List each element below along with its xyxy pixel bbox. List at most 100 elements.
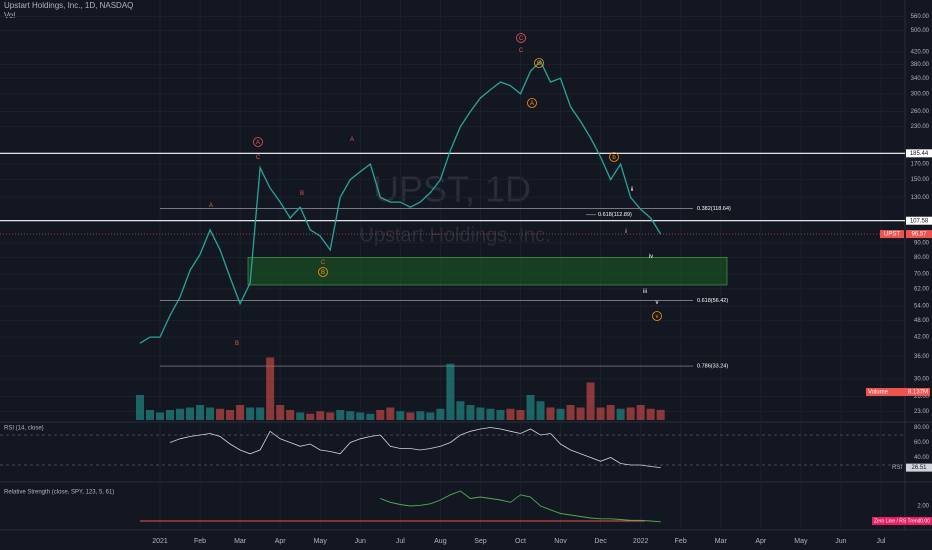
volume-bar: [656, 409, 665, 420]
volume-bar: [256, 407, 265, 420]
wave-label: C: [519, 36, 524, 42]
x-tick-label: Jun: [355, 538, 366, 545]
x-tick-label: Apr: [275, 538, 287, 545]
volume-tag: [866, 388, 930, 396]
rs-line: [380, 490, 661, 523]
y-tick-label: 130.00: [911, 195, 930, 201]
x-tick-label: Mar: [234, 538, 247, 545]
volume-bar: [246, 407, 255, 420]
rsi-tag: [906, 463, 932, 472]
volume-bar: [446, 363, 455, 420]
volume-bar: [436, 408, 445, 420]
volume-bar: [406, 412, 415, 420]
symbol-tag: [880, 230, 904, 239]
rsi-tag-name: RSI: [892, 465, 902, 471]
volume-tag-value: 8.137M: [908, 390, 928, 396]
price-tag-label: 96.57: [911, 232, 927, 238]
volume-bar: [346, 411, 355, 420]
demand-zone: [247, 257, 728, 286]
x-tick-label: Jul: [876, 538, 885, 545]
wave-label: A: [350, 137, 354, 143]
symbol-tag-label: UPST: [884, 232, 900, 238]
x-tick-label: 2021: [152, 538, 168, 545]
y-tick-label: 90.00: [914, 240, 930, 246]
volume-bar: [486, 408, 495, 420]
wave-label: ii: [631, 187, 634, 193]
volume-bar: [566, 405, 575, 420]
x-tick-label: Mar: [715, 538, 728, 545]
volume-bar: [186, 407, 195, 420]
x-tick-label: Nov: [554, 538, 567, 545]
volume-bar: [646, 408, 655, 420]
volume-bar: [296, 412, 305, 420]
wave-label: i: [625, 229, 626, 235]
fib-label: 0.382(118.64): [697, 206, 731, 212]
wave-label: iv: [649, 254, 653, 260]
price-tag: [906, 230, 932, 239]
watermark-name: Upstart Holdings, Inc.: [359, 224, 550, 246]
watermark: UPST, 1D: [373, 169, 531, 210]
volume-bar: [216, 408, 225, 420]
x-tick-label: Sep: [474, 538, 487, 545]
wave-label: C: [256, 155, 261, 161]
volume-bar: [506, 408, 515, 420]
wave-label: C: [321, 260, 326, 266]
y-tick-label: 560.00: [911, 14, 930, 20]
wave-label: v: [656, 314, 659, 320]
volume-bar: [456, 401, 465, 420]
volume-bar: [356, 412, 365, 420]
volume-bar: [266, 357, 275, 420]
wave-label: A: [530, 101, 534, 107]
volume-bar: [616, 408, 625, 420]
volume-bar: [466, 405, 475, 420]
wave-circle: [527, 98, 537, 108]
rsi-tick: 60.00: [914, 440, 930, 446]
volume-bar: [626, 407, 635, 420]
volume-bar: [326, 412, 335, 420]
wave-label: v: [656, 300, 659, 306]
fib-label: 0.618(112.89): [598, 212, 632, 218]
wave-label: b: [612, 155, 616, 161]
volume-bar: [586, 382, 595, 420]
y-tick-label: 500.00: [911, 28, 930, 34]
wave-label: A: [256, 140, 260, 146]
volume-bar: [526, 395, 535, 420]
volume-tag-name: Volume: [868, 390, 889, 396]
volume-bar: [576, 407, 585, 420]
rsi-tag-label: 26.51: [911, 465, 927, 471]
rsi-tick: 80.00: [914, 425, 930, 431]
level-tag-label: 107.58: [910, 218, 929, 224]
volume-bar: [166, 410, 175, 420]
y-tick-label: 300.00: [911, 91, 930, 97]
x-tick-label: Apr: [755, 538, 767, 545]
wave-label: B: [235, 341, 239, 347]
volume-bar: [206, 407, 215, 420]
wave-label: B: [300, 191, 304, 197]
level-tag: [906, 216, 932, 225]
volume-bar: [176, 408, 185, 420]
y-tick-label: 26.00: [914, 394, 930, 400]
volume-bar: [316, 411, 325, 420]
volume-bar: [306, 413, 315, 420]
price-line: [139, 60, 662, 344]
volume-bar: [155, 412, 165, 420]
volume-bar: [426, 412, 435, 420]
level-tag-label: 185.44: [910, 151, 929, 157]
x-tick-label: Oct: [515, 538, 526, 545]
volume-bar: [596, 407, 605, 420]
wave-circle: [253, 137, 263, 147]
wave-label: C: [519, 48, 524, 54]
x-tick-label: May: [314, 538, 328, 545]
y-tick-label: 420.00: [911, 50, 930, 56]
x-tick-label: Feb: [675, 538, 687, 545]
rs-tag: [872, 517, 932, 525]
volume-bar: [556, 408, 565, 420]
volume-bar: [236, 405, 245, 420]
volume-bar: [386, 407, 395, 420]
level-tag: [906, 149, 932, 158]
rs-title: Relative Strength (close, SPY, 123, 5, 6…: [4, 490, 114, 496]
volume-bar: [476, 407, 485, 420]
volume-bar: [286, 410, 295, 420]
volume-bar: [196, 405, 205, 420]
wave-circle: [609, 152, 619, 162]
